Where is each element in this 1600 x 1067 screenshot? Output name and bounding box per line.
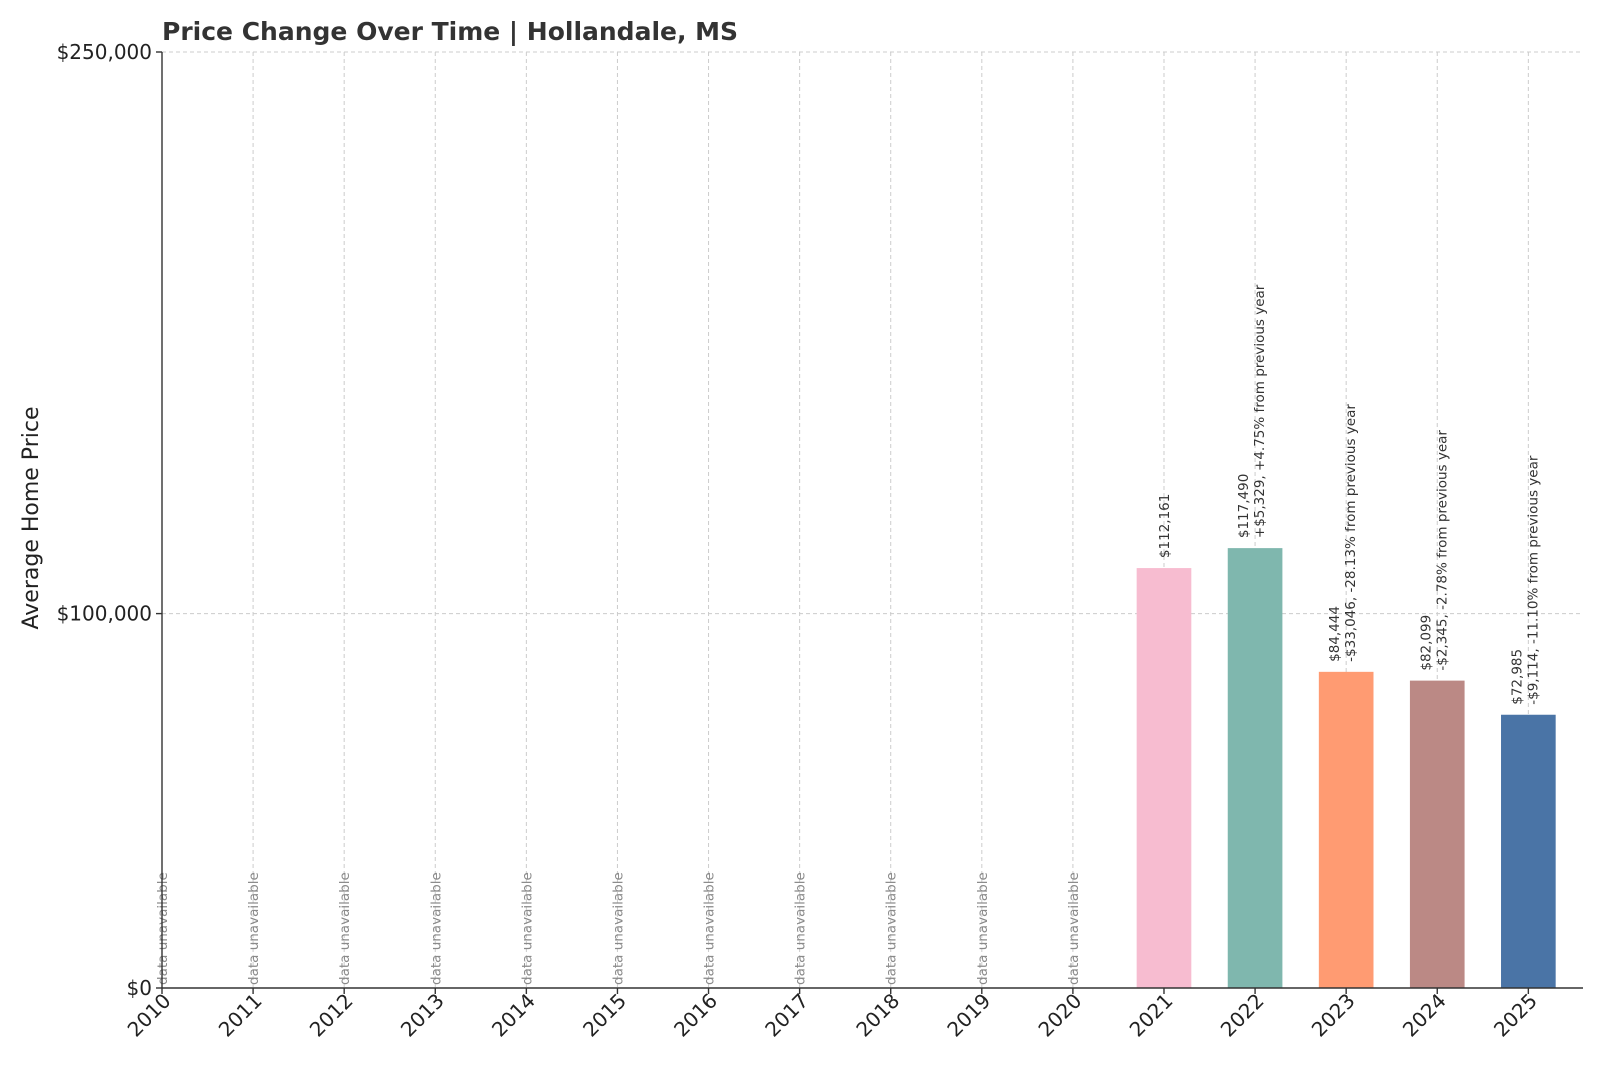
data-unavailable-label: data unavailable [975, 872, 991, 985]
bar [1136, 568, 1192, 988]
x-tick-label: 2020 [1033, 989, 1086, 1042]
x-tick-label: 2022 [1216, 989, 1269, 1042]
data-unavailable-label: data unavailable [1066, 872, 1082, 985]
data-unavailable-label: data unavailable [428, 872, 444, 985]
x-tick-label: 2015 [578, 989, 631, 1042]
bar-value-label: $72,985 [1509, 649, 1525, 705]
y-ticks: $0 $100,000 $250,000 [57, 40, 162, 1000]
x-tick-label: 2025 [1489, 989, 1542, 1042]
bar-value-label: $84,444 [1327, 606, 1343, 662]
x-tick-label: 2012 [305, 989, 358, 1042]
bars [1136, 548, 1556, 988]
y-tick-label: $100,000 [57, 602, 152, 626]
x-tick-label: 2021 [1125, 989, 1178, 1042]
bar [1501, 714, 1556, 988]
x-tick-label: 2014 [487, 989, 540, 1042]
bar-change-label: -$9,114, -11.10% from previous year [1525, 455, 1541, 705]
bar-change-label: -$2,345, -2.78% from previous year [1434, 430, 1450, 671]
data-unavailable-label: data unavailable [246, 872, 262, 985]
y-axis-label: Average Home Price [19, 407, 44, 630]
x-tick-label: 2019 [942, 989, 995, 1042]
data-unavailable-label: data unavailable [702, 872, 718, 985]
x-tick-label: 2023 [1307, 989, 1360, 1042]
data-unavailable-label: data unavailable [610, 872, 626, 985]
bar-value-label: $117,490 [1236, 474, 1252, 538]
bar [1409, 680, 1465, 988]
y-tick-label: $250,000 [57, 40, 152, 64]
x-tick-label: 2013 [396, 989, 449, 1042]
bar-value-label: $112,161 [1157, 494, 1173, 558]
bar-labels: data unavailable data unavailable data una… [155, 284, 1541, 985]
x-ticks: 2010 2011 2012 2013 2014 2015 2016 2017 2018 2019… [123, 988, 1542, 1042]
data-unavailable-label: data unavailable [337, 872, 353, 985]
x-tick-label: 2018 [851, 989, 904, 1042]
bar [1227, 548, 1283, 988]
data-unavailable-label: data unavailable [884, 872, 900, 985]
x-tick-label: 2011 [214, 989, 267, 1042]
chart-title: Price Change Over Time | Hollandale, MS [162, 17, 738, 46]
x-tick-label: 2016 [669, 989, 722, 1042]
data-unavailable-label: data unavailable [793, 872, 809, 985]
x-tick-label: 2024 [1398, 989, 1451, 1042]
bar-change-label: -$33,046, -28.13% from previous year [1343, 404, 1359, 662]
bar-change-label: +$5,329, +4.75% from previous year [1252, 284, 1268, 538]
data-unavailable-label: data unavailable [519, 872, 535, 985]
data-unavailable-label: data unavailable [155, 872, 171, 985]
bar-value-label: $82,099 [1418, 615, 1434, 671]
y-tick-label: $0 [127, 976, 152, 1000]
bar [1318, 671, 1374, 988]
x-tick-label: 2017 [760, 989, 813, 1042]
